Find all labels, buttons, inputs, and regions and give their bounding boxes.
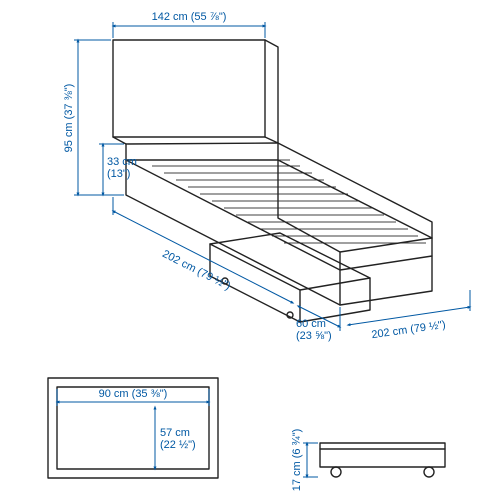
svg-text:60 cm(23 ⅝"): 60 cm(23 ⅝") [296, 318, 332, 342]
svg-text:142 cm (55 ⅞"): 142 cm (55 ⅞") [152, 11, 227, 23]
svg-text:95 cm (37 ⅜"): 95 cm (37 ⅜") [63, 84, 75, 153]
bed-frame [113, 40, 432, 322]
svg-text:90 cm (35 ⅜"): 90 cm (35 ⅜") [99, 388, 168, 400]
dimension-width-top: 142 cm (55 ⅞") [113, 11, 265, 38]
dimension-drawer-depth: 60 cm(23 ⅝") [296, 306, 340, 342]
dimension-diagram: 142 cm (55 ⅞") 95 cm (37 ⅜") 33 cm(13") … [0, 0, 500, 500]
dimension-drawer-side-height: 17 cm (6 ¾") [291, 429, 318, 492]
dimension-drawer-top-height: 57 cm(22 ½") [155, 407, 196, 469]
dimension-length-right: 202 cm (79 ½") [348, 290, 470, 341]
drawer-side-view [320, 443, 445, 477]
svg-text:202 cm (79 ½"): 202 cm (79 ½") [371, 319, 447, 341]
dimension-length-left: 202 cm (79 ½") [113, 197, 293, 303]
dimension-base-height: 33 cm(13") [99, 144, 137, 195]
svg-text:57 cm(22 ½"): 57 cm(22 ½") [160, 427, 196, 451]
dimension-drawer-top-width: 90 cm (35 ⅜") [57, 388, 209, 406]
svg-text:17 cm (6 ¾"): 17 cm (6 ¾") [291, 429, 303, 492]
svg-text:33 cm(13"): 33 cm(13") [107, 156, 137, 180]
svg-text:202 cm (79 ½"): 202 cm (79 ½") [160, 248, 232, 293]
